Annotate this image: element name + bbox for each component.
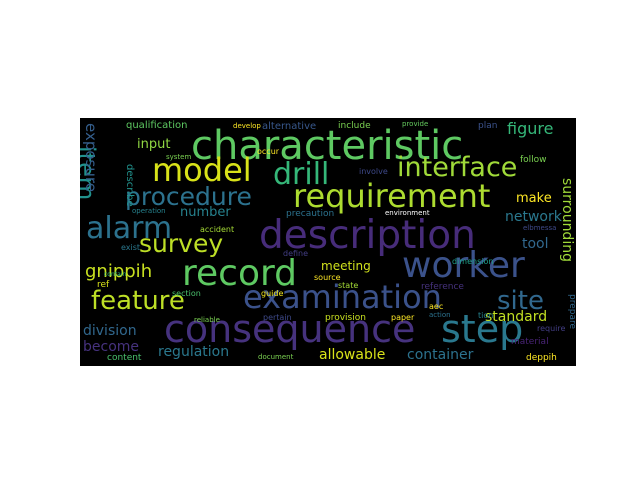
- word-division: division: [83, 323, 137, 339]
- word-allowable: allowable: [319, 347, 386, 363]
- word-involve: involve: [359, 167, 388, 176]
- word-source: source: [314, 273, 341, 282]
- word-regulation: regulation: [158, 344, 230, 360]
- word-contain: contain: [104, 271, 127, 278]
- word-provide: provide: [402, 120, 429, 128]
- word-aec: aec: [429, 302, 444, 311]
- word-alarm: alarm: [86, 211, 173, 246]
- word-feature: feature: [91, 286, 185, 316]
- word-define: define: [283, 249, 309, 258]
- word-figure: figure: [507, 119, 554, 138]
- word-provision: provision: [325, 313, 366, 323]
- word-pertain: pertain: [263, 313, 292, 322]
- word-state: state: [338, 281, 359, 290]
- word-meeting: meeting: [321, 259, 371, 273]
- word-record: record: [182, 253, 297, 294]
- word-model: model: [152, 151, 252, 189]
- word-elbmessa: elbmessa: [523, 224, 557, 232]
- word-make: make: [516, 191, 552, 206]
- word-worker: worker: [402, 245, 525, 286]
- word-accident: accident: [200, 225, 235, 234]
- word-describe: describe: [124, 164, 135, 207]
- word-exposure: exposure: [82, 123, 100, 192]
- word-exist: exist: [121, 243, 141, 252]
- word-reference: reference: [421, 282, 464, 292]
- word-tion: tion: [478, 311, 494, 320]
- word-procedure: procedure: [125, 182, 252, 211]
- word-surrounding: surrounding: [559, 178, 575, 262]
- word-include: include: [338, 121, 371, 131]
- word-section: section: [172, 289, 201, 298]
- word-input: input: [137, 137, 171, 152]
- word-occur: occur: [257, 147, 280, 156]
- word-gnippih: gnippih: [85, 261, 153, 282]
- word-characteristic: characteristic: [191, 123, 464, 169]
- word-paper: paper: [391, 313, 415, 322]
- word-requirement: requirement: [293, 177, 491, 215]
- word-prepare: prepare: [567, 294, 576, 330]
- word-tool: tool: [522, 236, 549, 252]
- word-environment: environment: [385, 209, 430, 217]
- word-survey: survey: [139, 229, 224, 258]
- word-alternative: alternative: [262, 121, 317, 132]
- word-interface: interface: [397, 152, 518, 183]
- word-operation: operation: [132, 207, 166, 215]
- word-require: require: [537, 324, 566, 333]
- word-site: site: [497, 286, 544, 316]
- word-follow: follow: [520, 155, 547, 165]
- word-content: content: [107, 353, 142, 363]
- word-guide: guide: [261, 289, 284, 298]
- word-precaution: precaution: [286, 209, 335, 219]
- word-network: network: [505, 209, 562, 225]
- word-deppih: deppih: [526, 353, 557, 363]
- word-dimension: dimension: [452, 257, 494, 266]
- word-step: step: [441, 307, 524, 351]
- word-examination: examination: [243, 278, 442, 316]
- word-material: material: [511, 337, 549, 347]
- word-reliable: reliable: [194, 316, 220, 324]
- word-action: action: [429, 311, 451, 319]
- word-qualification: qualification: [126, 120, 188, 131]
- word-number: number: [180, 205, 231, 220]
- word-develop: develop: [233, 122, 261, 130]
- word-drill: drill: [273, 157, 330, 192]
- word-standard: standard: [485, 309, 548, 325]
- word-consequence: consequence: [164, 307, 416, 351]
- word-system: system: [166, 153, 192, 161]
- word-ref: ref: [97, 280, 110, 290]
- word-description: description: [259, 213, 476, 258]
- word-cloud: characteristic requirement description e…: [80, 118, 576, 366]
- word-document: document: [258, 353, 294, 361]
- word-container: container: [407, 347, 474, 363]
- word-become: become: [83, 339, 140, 355]
- word-plan: plan: [478, 121, 498, 131]
